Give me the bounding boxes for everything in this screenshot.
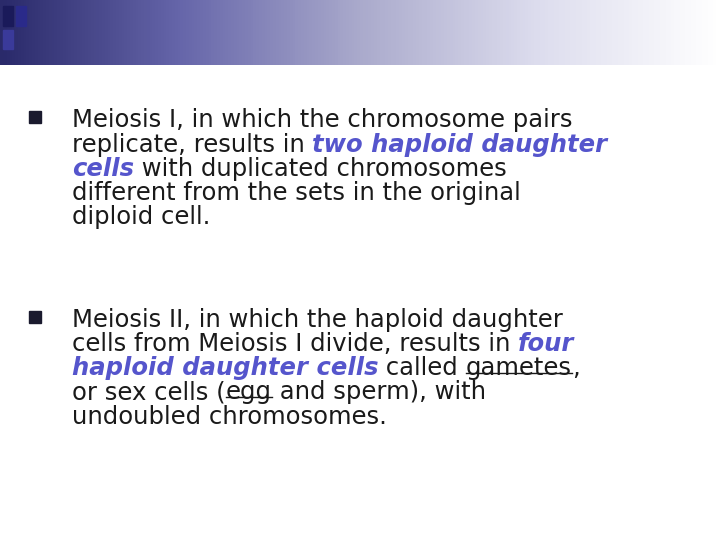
Text: egg: egg xyxy=(225,380,271,404)
Text: undoubled chromosomes.: undoubled chromosomes. xyxy=(72,404,387,429)
Text: replicate, results in: replicate, results in xyxy=(72,133,312,157)
Text: Meiosis II, in which the haploid daughter: Meiosis II, in which the haploid daughte… xyxy=(72,308,563,332)
Bar xyxy=(3,30,13,49)
Bar xyxy=(29,111,40,123)
Text: cells: cells xyxy=(72,157,134,181)
Text: with duplicated chromosomes: with duplicated chromosomes xyxy=(134,157,507,181)
Text: diploid cell.: diploid cell. xyxy=(72,205,210,229)
Bar xyxy=(16,6,26,26)
Text: ,: , xyxy=(572,356,580,380)
Text: four: four xyxy=(518,332,575,356)
Text: called: called xyxy=(379,356,466,380)
Bar xyxy=(3,6,13,26)
Bar xyxy=(29,310,40,322)
Text: gametes: gametes xyxy=(466,356,572,380)
Text: two haploid daughter: two haploid daughter xyxy=(312,133,608,157)
Text: Meiosis I and Meiosis II: Meiosis I and Meiosis II xyxy=(29,11,472,49)
Text: different from the sets in the original: different from the sets in the original xyxy=(72,181,521,205)
Text: haploid daughter cells: haploid daughter cells xyxy=(72,356,379,380)
Text: and sperm), with: and sperm), with xyxy=(271,380,485,404)
Text: Meiosis I, in which the chromosome pairs: Meiosis I, in which the chromosome pairs xyxy=(72,109,572,132)
Text: cells from Meiosis I divide, results in: cells from Meiosis I divide, results in xyxy=(72,332,518,356)
Text: or sex cells (: or sex cells ( xyxy=(72,380,225,404)
